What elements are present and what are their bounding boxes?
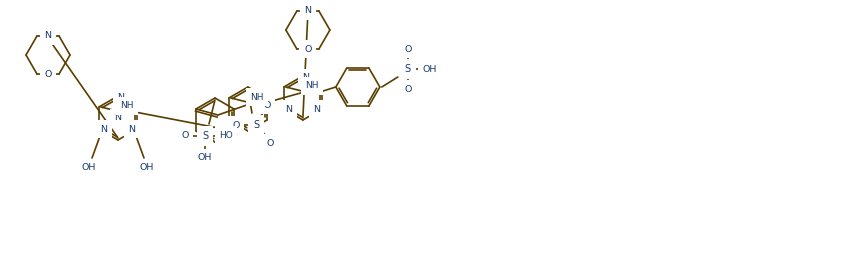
Text: O: O [404, 84, 412, 94]
Text: O: O [266, 139, 274, 147]
Text: OH: OH [423, 65, 437, 73]
Text: N: N [45, 31, 51, 41]
Text: N: N [117, 94, 124, 102]
Text: HO: HO [219, 131, 233, 139]
Text: N: N [302, 73, 309, 83]
Text: O: O [232, 121, 240, 129]
Text: N: N [313, 105, 320, 113]
Text: O: O [264, 100, 270, 110]
Text: N: N [128, 124, 135, 134]
Text: NH: NH [305, 81, 318, 91]
Text: OH: OH [140, 163, 154, 172]
Text: N: N [305, 6, 312, 15]
Text: N: N [115, 113, 122, 123]
Text: OH: OH [198, 153, 212, 163]
Text: S: S [253, 120, 259, 130]
Text: S: S [202, 131, 208, 141]
Text: OH: OH [82, 163, 96, 172]
Text: O: O [304, 44, 312, 54]
Text: NH: NH [250, 92, 264, 102]
Text: O: O [181, 131, 188, 140]
Text: S: S [405, 64, 411, 74]
Text: N: N [285, 105, 293, 113]
Text: NH: NH [120, 102, 134, 110]
Text: O: O [45, 70, 51, 79]
Text: O: O [404, 44, 412, 54]
Text: N: N [100, 124, 108, 134]
Text: O: O [222, 131, 229, 140]
